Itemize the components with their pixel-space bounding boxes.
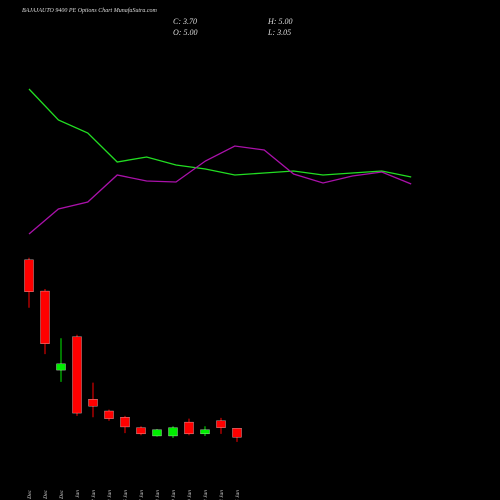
candle-body xyxy=(168,427,178,437)
candle-body xyxy=(216,420,226,428)
x-tick-label: 02 Jan xyxy=(91,490,97,500)
x-tick-label: 08 Jan xyxy=(155,490,161,500)
x-tick-label: 14 Jan xyxy=(218,490,225,500)
chart-title: BAJAJAUTO 9400 PE Options Chart MunafaSu… xyxy=(22,7,158,14)
candle-body xyxy=(152,429,162,437)
open-label: O: 5.00 xyxy=(173,28,197,37)
x-tick-label: 09 Jan xyxy=(171,490,177,500)
x-tick-label: 01 Jan xyxy=(75,490,81,500)
line-series xyxy=(28,145,412,235)
high-label: H: 5.00 xyxy=(267,17,292,26)
x-tick-label: 13 Jan xyxy=(203,490,209,500)
x-tick-label: 03 Jan xyxy=(107,490,113,500)
close-label: C: 3.70 xyxy=(173,17,197,26)
candle-body xyxy=(184,421,194,435)
x-tick-label: 31 Dec xyxy=(59,489,65,500)
candle-body xyxy=(136,427,146,435)
candle-body xyxy=(200,429,210,435)
x-tick-label: 06 Jan xyxy=(123,490,129,500)
line-series xyxy=(28,88,412,178)
candle-body xyxy=(120,417,130,428)
x-tick-label: 15 Jan xyxy=(235,490,241,500)
candle-body xyxy=(24,259,34,292)
candle-body xyxy=(40,290,50,344)
low-label: L: 3.05 xyxy=(267,28,291,37)
x-tick-label: 30 Dec xyxy=(43,489,49,500)
candle-body xyxy=(88,399,98,407)
candle-body xyxy=(56,363,66,371)
x-tick-label: 29 Dec xyxy=(27,489,33,500)
candle-body xyxy=(72,336,82,414)
x-tick-label: 10 Jan xyxy=(187,490,193,500)
candle-body xyxy=(232,428,242,438)
x-tick-label: 07 Jan xyxy=(139,490,145,500)
candle-body xyxy=(104,410,114,419)
